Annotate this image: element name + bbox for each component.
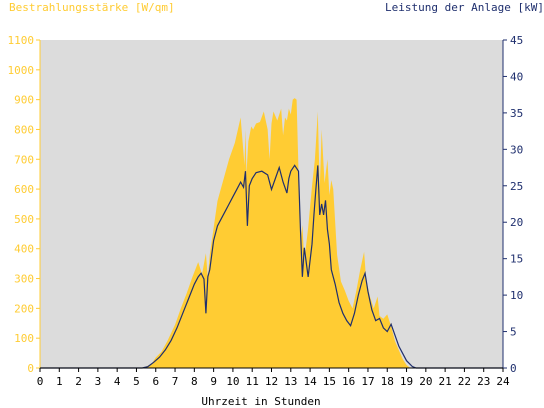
right-tick-label: 10 bbox=[510, 289, 523, 302]
x-tick-label: 1 bbox=[56, 375, 63, 388]
right-tick-label: 25 bbox=[510, 180, 523, 193]
right-tick-label: 20 bbox=[510, 216, 523, 229]
x-tick-label: 3 bbox=[95, 375, 102, 388]
x-tick-label: 18 bbox=[381, 375, 394, 388]
right-tick-label: 5 bbox=[510, 326, 517, 339]
x-axis-title: Uhrzeit in Stunden bbox=[201, 395, 320, 408]
x-tick-label: 22 bbox=[458, 375, 471, 388]
x-tick-label: 0 bbox=[37, 375, 44, 388]
x-tick-label: 9 bbox=[210, 375, 217, 388]
left-axis-title: Bestrahlungsstärke [W/qm] bbox=[9, 1, 175, 14]
x-tick-label: 16 bbox=[342, 375, 355, 388]
left-tick-label: 200 bbox=[14, 302, 34, 315]
left-tick-label: 1000 bbox=[8, 64, 35, 77]
x-tick-label: 10 bbox=[226, 375, 239, 388]
irradiance-area bbox=[40, 98, 503, 369]
x-tick-label: 7 bbox=[172, 375, 179, 388]
x-tick-label: 5 bbox=[133, 375, 140, 388]
right-tick-label: 40 bbox=[510, 70, 523, 83]
x-tick-label: 2 bbox=[75, 375, 82, 388]
x-tick-label: 20 bbox=[419, 375, 432, 388]
x-tick-label: 17 bbox=[361, 375, 374, 388]
power-line bbox=[40, 164, 503, 369]
left-tick-label: 0 bbox=[27, 362, 34, 375]
x-tick-label: 12 bbox=[265, 375, 278, 388]
right-tick-label: 30 bbox=[510, 143, 523, 156]
left-tick-label: 400 bbox=[14, 243, 34, 256]
left-tick-label: 500 bbox=[14, 213, 34, 226]
x-tick-label: 21 bbox=[439, 375, 452, 388]
right-tick-label: 15 bbox=[510, 253, 523, 266]
x-tick-label: 11 bbox=[246, 375, 259, 388]
x-tick-label: 23 bbox=[477, 375, 490, 388]
left-tick-label: 600 bbox=[14, 183, 34, 196]
x-tick-label: 14 bbox=[303, 375, 317, 388]
right-axis-title: Leistung der Anlage [kW] bbox=[385, 1, 544, 14]
x-tick-label: 6 bbox=[152, 375, 159, 388]
x-tick-label: 8 bbox=[191, 375, 198, 388]
right-tick-label: 0 bbox=[510, 362, 517, 375]
left-tick-label: 300 bbox=[14, 273, 34, 286]
x-tick-label: 13 bbox=[284, 375, 297, 388]
x-tick-label: 15 bbox=[323, 375, 336, 388]
x-tick-label: 19 bbox=[400, 375, 413, 388]
left-tick-label: 700 bbox=[14, 153, 34, 166]
left-tick-label: 900 bbox=[14, 94, 34, 107]
x-tick-label: 24 bbox=[496, 375, 510, 388]
x-tick-label: 4 bbox=[114, 375, 121, 388]
left-tick-label: 1100 bbox=[8, 34, 35, 47]
left-tick-label: 100 bbox=[14, 332, 34, 345]
left-tick-label: 800 bbox=[14, 123, 34, 136]
right-tick-label: 35 bbox=[510, 107, 523, 120]
right-tick-label: 45 bbox=[510, 34, 523, 47]
